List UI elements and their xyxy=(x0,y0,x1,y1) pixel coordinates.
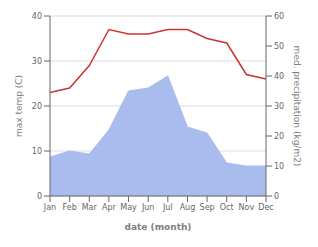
svg-text:Jan: Jan xyxy=(43,203,56,212)
svg-text:Feb: Feb xyxy=(63,203,77,212)
svg-text:20: 20 xyxy=(274,132,284,141)
svg-text:30: 30 xyxy=(32,57,42,66)
svg-text:0: 0 xyxy=(274,192,279,201)
svg-text:40: 40 xyxy=(274,72,284,81)
svg-text:50: 50 xyxy=(274,42,284,51)
svg-text:Jun: Jun xyxy=(141,203,155,212)
svg-text:20: 20 xyxy=(32,102,42,111)
svg-text:Jul: Jul xyxy=(162,203,173,212)
svg-text:Sep: Sep xyxy=(200,203,215,212)
svg-text:med. precipitation (kg/m2): med. precipitation (kg/m2) xyxy=(292,46,302,167)
svg-text:Oct: Oct xyxy=(220,203,234,212)
svg-text:Dec: Dec xyxy=(258,203,273,212)
svg-text:May: May xyxy=(120,203,137,212)
svg-text:30: 30 xyxy=(274,102,284,111)
svg-text:date (month): date (month) xyxy=(125,222,192,232)
svg-text:10: 10 xyxy=(274,162,284,171)
svg-text:60: 60 xyxy=(274,12,284,21)
svg-text:40: 40 xyxy=(32,12,42,21)
svg-text:Aug: Aug xyxy=(180,203,196,212)
svg-text:10: 10 xyxy=(32,147,42,156)
svg-text:Mar: Mar xyxy=(82,203,98,212)
svg-text:Apr: Apr xyxy=(102,203,117,212)
svg-text:0: 0 xyxy=(37,192,42,201)
svg-text:max temp (C): max temp (C) xyxy=(14,75,24,137)
svg-text:Nov: Nov xyxy=(239,203,255,212)
